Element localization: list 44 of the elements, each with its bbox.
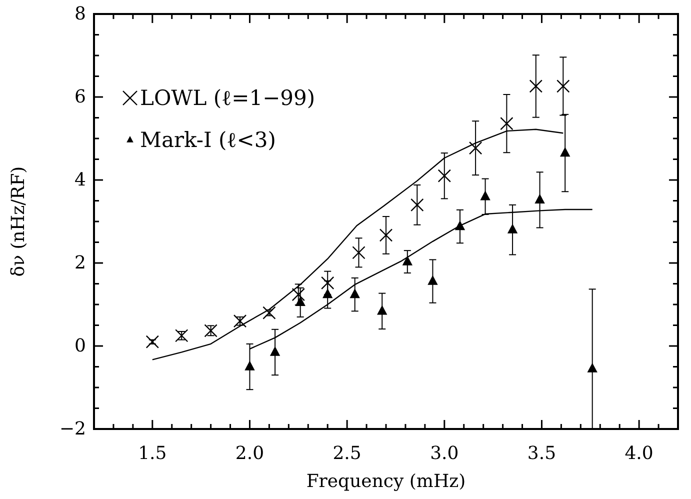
x-axis-title: Frequency (mHz) bbox=[306, 471, 466, 492]
point bbox=[270, 346, 280, 356]
point bbox=[350, 288, 360, 298]
y-tick-label: 0 bbox=[74, 336, 86, 356]
point bbox=[428, 275, 438, 285]
point bbox=[379, 228, 393, 242]
point bbox=[292, 288, 305, 302]
point bbox=[175, 329, 188, 342]
point bbox=[529, 80, 542, 93]
point bbox=[480, 190, 490, 200]
point bbox=[402, 256, 413, 266]
x-tick-label: 2.5 bbox=[332, 443, 362, 464]
y-tick-label: 4 bbox=[74, 170, 86, 190]
x-tick-label: 4.0 bbox=[624, 443, 654, 464]
point bbox=[262, 306, 276, 320]
point bbox=[377, 305, 388, 315]
y-tick-label: 2 bbox=[74, 252, 86, 274]
point bbox=[295, 296, 306, 306]
point bbox=[322, 288, 333, 298]
y-tick-label: 6 bbox=[74, 86, 86, 108]
point bbox=[507, 224, 518, 234]
x-tick-label: 1.5 bbox=[138, 443, 167, 464]
point bbox=[321, 276, 334, 290]
point bbox=[438, 169, 451, 182]
point bbox=[233, 314, 247, 328]
point bbox=[560, 147, 570, 157]
y-tick-label: 8 bbox=[74, 4, 86, 24]
point bbox=[244, 360, 255, 370]
legend-label: LOWL (ℓ=1−99) bbox=[140, 86, 316, 110]
point bbox=[352, 246, 366, 260]
y-tick-label: −2 bbox=[59, 418, 86, 440]
point bbox=[500, 116, 514, 130]
x-tick-label: 3.0 bbox=[430, 443, 459, 464]
legend-label: Mark-I (ℓ<3) bbox=[140, 128, 276, 152]
y-axis-title: δν (nHz/RF) bbox=[8, 166, 29, 277]
point bbox=[146, 335, 159, 348]
point bbox=[556, 80, 570, 93]
point bbox=[587, 362, 598, 372]
point bbox=[468, 141, 482, 155]
x-tick-label: 3.5 bbox=[527, 443, 556, 464]
x-tick-label: 2.0 bbox=[235, 443, 264, 464]
point bbox=[204, 324, 218, 338]
point bbox=[410, 198, 424, 212]
point bbox=[534, 194, 545, 204]
